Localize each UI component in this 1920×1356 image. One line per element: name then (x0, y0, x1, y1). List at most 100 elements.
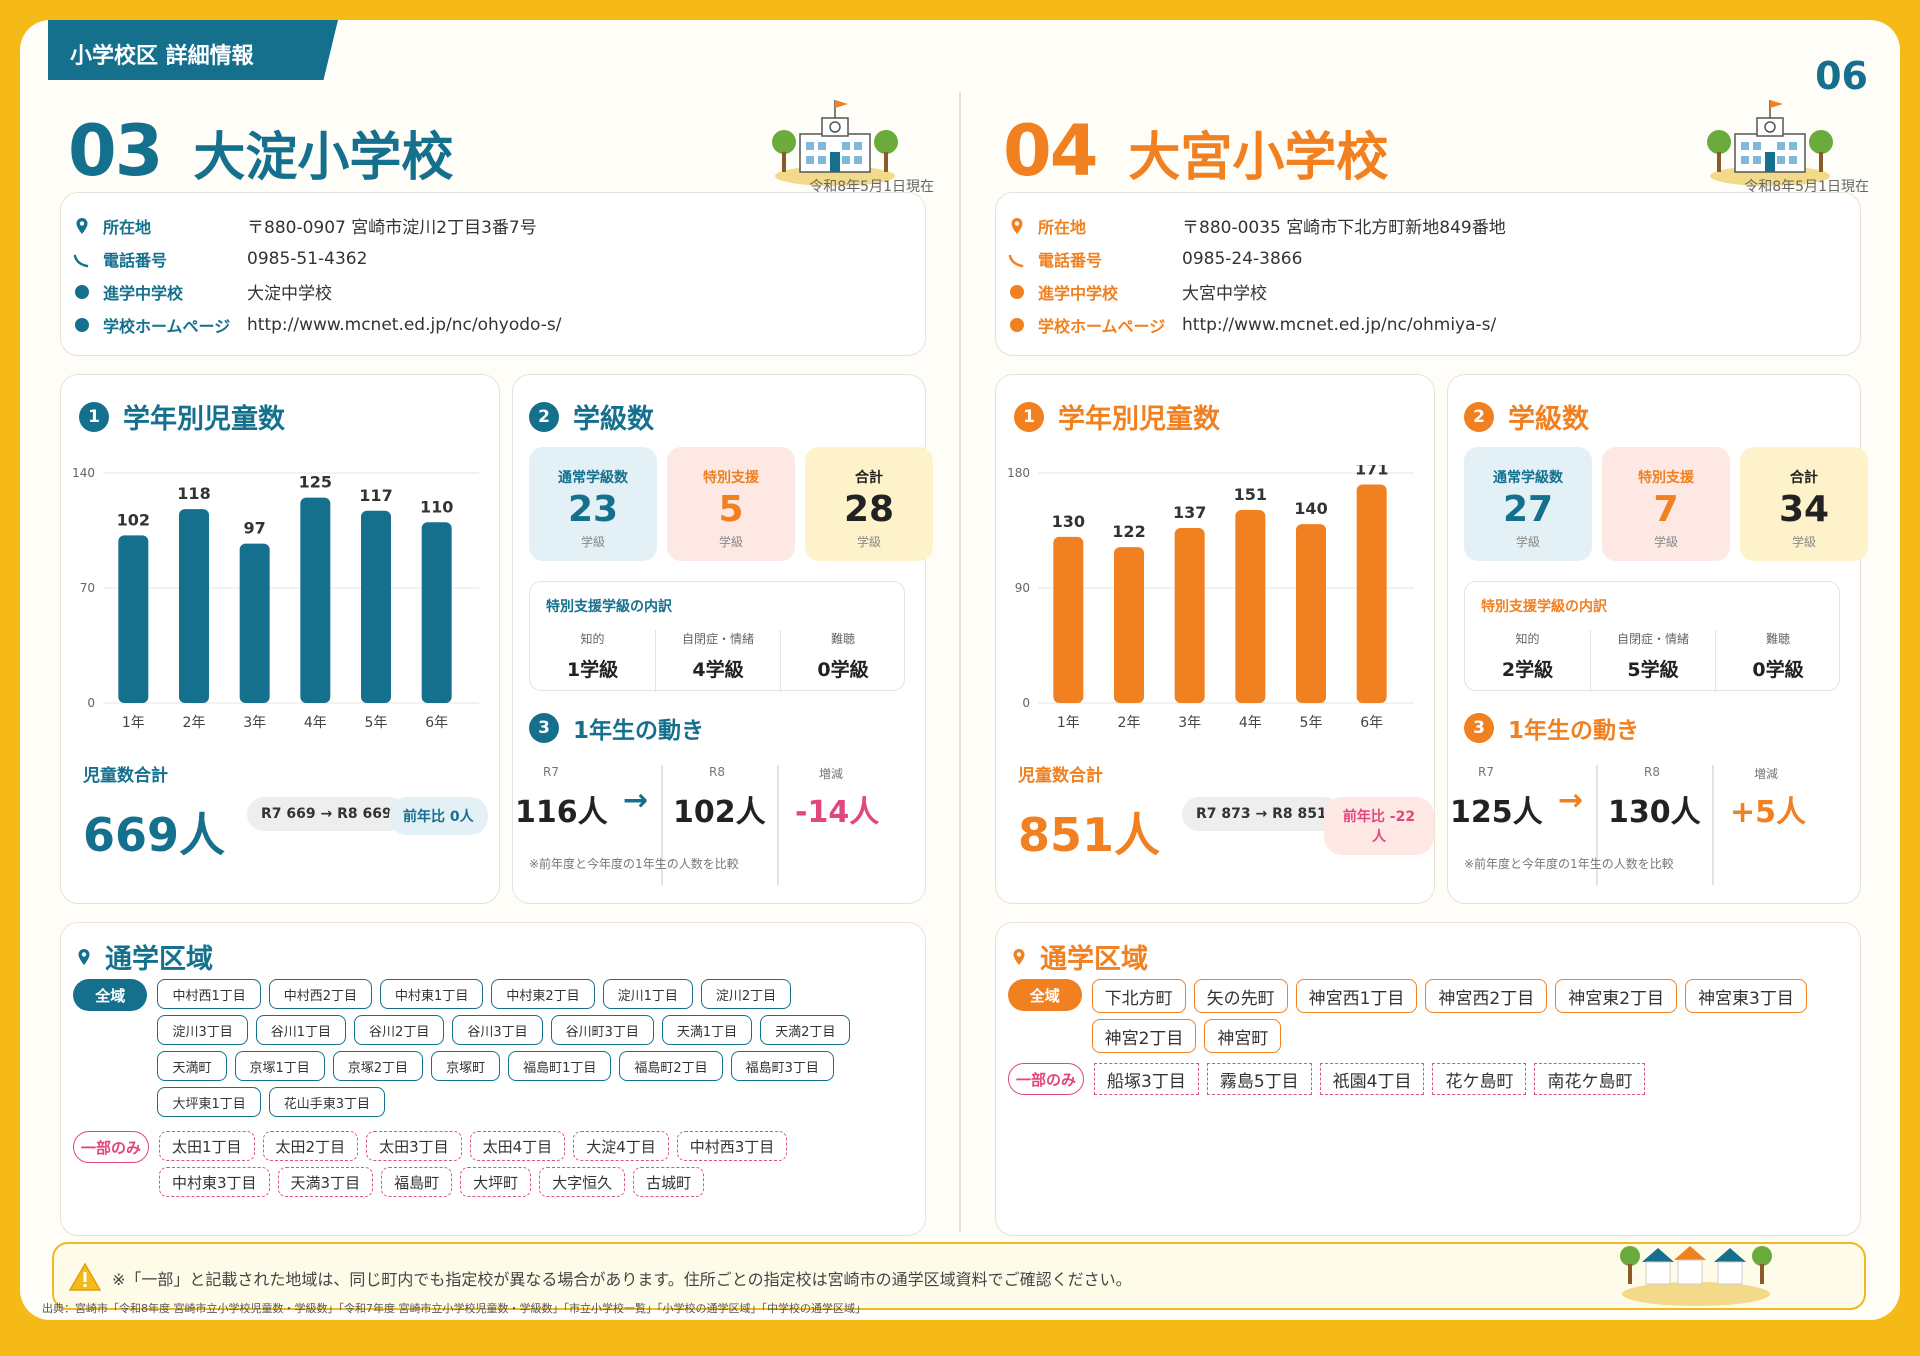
section-title-text: 学年別児童数 (123, 404, 285, 435)
special-class-tile: 特別支援 7 学級 (1602, 447, 1730, 561)
trend-note: ※前年度と今年度の1年生の人数を比較 (1464, 857, 1674, 871)
year-diff-badge: 前年比 -22人 (1324, 797, 1434, 855)
x-tick-label: 3年 (243, 715, 266, 731)
y-tick-label: 0 (87, 696, 95, 710)
district-chip: 福島町2丁目 (619, 1051, 723, 1081)
class-tiles: 通常学級数 27 学級 特別支援 7 学級 合計 34 学級 (1464, 447, 1868, 561)
district-chip: 谷川3丁目 (452, 1015, 543, 1045)
breakdown-label: 自閉症・情緒 (1616, 632, 1689, 646)
tile-value: 7 (1653, 489, 1679, 530)
location-pin-icon (1013, 948, 1025, 965)
section-title: 通学区域 (75, 937, 213, 976)
info-value: 大宮中学校 (1182, 284, 1267, 304)
total-class-tile: 合計 28 学級 (805, 447, 933, 561)
breakdown-column: 難聴 0学級 (1715, 630, 1840, 692)
x-tick-label: 6年 (425, 715, 448, 731)
homepage-link[interactable]: http://www.mcnet.ed.jp/nc/ohyodo-s/ (247, 314, 562, 335)
breakdown-label: 難聴 (830, 632, 855, 646)
bar-value-label: 97 (244, 519, 266, 538)
trend-value: 102人 (673, 795, 766, 830)
year-compare-badge: R7 669 → R8 669 (247, 797, 406, 831)
district-chip: 淀川3丁目 (157, 1015, 248, 1045)
special-class-breakdown: 特別支援学級の内訳 知的 2学級 自閉症・情緒 5学級 難聴 0学級 (1464, 581, 1840, 692)
y-tick-label: 140 (72, 466, 95, 480)
tile-label: 特別支援 (703, 470, 759, 486)
full-area-row: 全域 中村西1丁目 中村西2丁目 中村東1丁目 中村東2丁目 淀川1丁目 淀川2丁目 淀川3丁… (73, 979, 873, 1117)
district-chip: 淀川1丁目 (602, 979, 693, 1009)
district-chip: 天満町 (157, 1051, 227, 1081)
x-tick-label: 6年 (1360, 715, 1383, 731)
bar-value-label: 118 (177, 484, 210, 503)
column-divider (959, 92, 961, 1232)
tile-value: 28 (843, 489, 895, 530)
class-tiles: 通常学級数 23 学級 特別支援 5 学級 合計 28 学級 (529, 447, 933, 561)
breakdown-value: 1学級 (566, 659, 619, 681)
tile-label: 特別支援 (1638, 470, 1694, 486)
year-diff-badge: 前年比 0人 (389, 797, 488, 835)
district-chip-partial: 大淀4丁目 (573, 1131, 669, 1161)
breakdown-label: 知的 (580, 632, 605, 646)
section-number: 1 (1014, 401, 1044, 432)
breakdown-title: 特別支援学級の内訳 (546, 599, 672, 615)
trend-value: +5人 (1730, 795, 1807, 830)
bar-value-label: 130 (1052, 512, 1085, 531)
info-value: 大淀中学校 (247, 284, 332, 304)
regular-class-tile: 通常学級数 23 学級 (529, 447, 657, 561)
district-chip: 谷川町3丁目 (550, 1015, 654, 1045)
breakdown-column: 難聴 0学級 (780, 630, 905, 692)
grade-bar-chart: 0 70 140 102 1年 118 2年 97 3年 125 4年 117 5年 110 6年 (72, 466, 479, 731)
info-label: 電話番号 (1038, 250, 1103, 270)
bar-grade-1 (1053, 536, 1084, 703)
dot-icon (1010, 317, 1024, 332)
district-chip-partial: 福島町 (381, 1167, 453, 1197)
y-tick-label: 0 (1022, 696, 1030, 710)
info-row: 進学中学校 大宮中学校 (1008, 275, 1860, 308)
partial-area-row: 一部のみ 船塚3丁目 霧島5丁目 祇園4丁目 花ケ島町 南花ケ島町 (1008, 1063, 1828, 1095)
tile-value: 5 (718, 489, 744, 530)
trend-label: R8 (1644, 765, 1660, 779)
info-value: 〒880-0035 宮崎市下北方町新地849番地 (1182, 218, 1506, 238)
notice-text: ※「一部」と記載された地域は、同じ町内でも指定校が異なる場合があります。住所ごと… (112, 1270, 1132, 1289)
notice-bar: ※「一部」と記載された地域は、同じ町内でも指定校が異なる場合があります。住所ごと… (52, 1242, 1866, 1310)
total-students-label: 児童数合計 (83, 766, 168, 786)
school-building-icon (1707, 100, 1833, 186)
warning-icon (68, 1262, 102, 1291)
section-title-text: 1年生の動き (1508, 718, 1640, 744)
district-chip-partial: 祇園4丁目 (1319, 1063, 1425, 1095)
full-area-chips: 下北方町 矢の先町 神宮西1丁目 神宮西2丁目 神宮東2丁目 神宮東3丁目 神宮2丁目 神宮町 (1091, 979, 1808, 1053)
phone-icon (73, 254, 89, 267)
homepage-link[interactable]: http://www.mcnet.ed.jp/nc/ohmiya-s/ (1182, 314, 1497, 335)
x-tick-label: 3年 (1178, 715, 1201, 731)
trend-value: -14人 (795, 795, 880, 830)
x-tick-label: 1年 (122, 715, 145, 731)
partial-area-badge: 一部のみ (73, 1131, 149, 1163)
section-number: 3 (1464, 713, 1494, 743)
breakdown-value: 2学級 (1501, 659, 1554, 681)
breakdown-label: 難聴 (1765, 632, 1790, 646)
trend-divider (1596, 765, 1598, 885)
first-grade-trend: R7 116人 R8 102人 増減 -14人 → ※前年度と今年度の1年生の人数を比較 (513, 765, 927, 885)
breakdown-value: 4学級 (692, 659, 744, 681)
bar-grade-5 (1296, 524, 1326, 703)
location-pin-icon (76, 217, 88, 234)
bar-grade-2 (1114, 547, 1144, 703)
trend-divider (1712, 765, 1714, 885)
bar-grade-5 (361, 510, 391, 703)
dot-icon (1010, 284, 1024, 299)
trend-note: ※前年度と今年度の1年生の人数を比較 (529, 857, 739, 871)
tile-unit: 学級 (1653, 535, 1678, 549)
district-chip-partial: 中村西3丁目 (676, 1131, 788, 1161)
trend-label: 増減 (1754, 767, 1779, 781)
district-chip-partial: 太田1丁目 (159, 1131, 255, 1161)
section-title: 3 1年生の動き (529, 711, 704, 745)
bar-value-label: 137 (1173, 503, 1206, 522)
page: 小学校区 詳細情報 06 03 大淀小学校 令和8年5月1日現在 所在地 〒880-09… (20, 20, 1900, 1320)
bar-grade-3 (239, 543, 270, 703)
district-chip: 花山手東3丁目 (268, 1087, 386, 1117)
bar-value-label: 122 (1112, 522, 1145, 541)
school-panel-omiya: 04 大宮小学校 令和8年5月1日現在 所在地 〒880-0035 宮崎市下北方町新地8… (995, 20, 1885, 1240)
page-number: 06 (1815, 54, 1868, 98)
tile-unit: 学級 (1791, 535, 1816, 549)
school-number: 04 (1003, 110, 1098, 192)
district-chip-partial: 中村東3丁目 (159, 1167, 270, 1197)
